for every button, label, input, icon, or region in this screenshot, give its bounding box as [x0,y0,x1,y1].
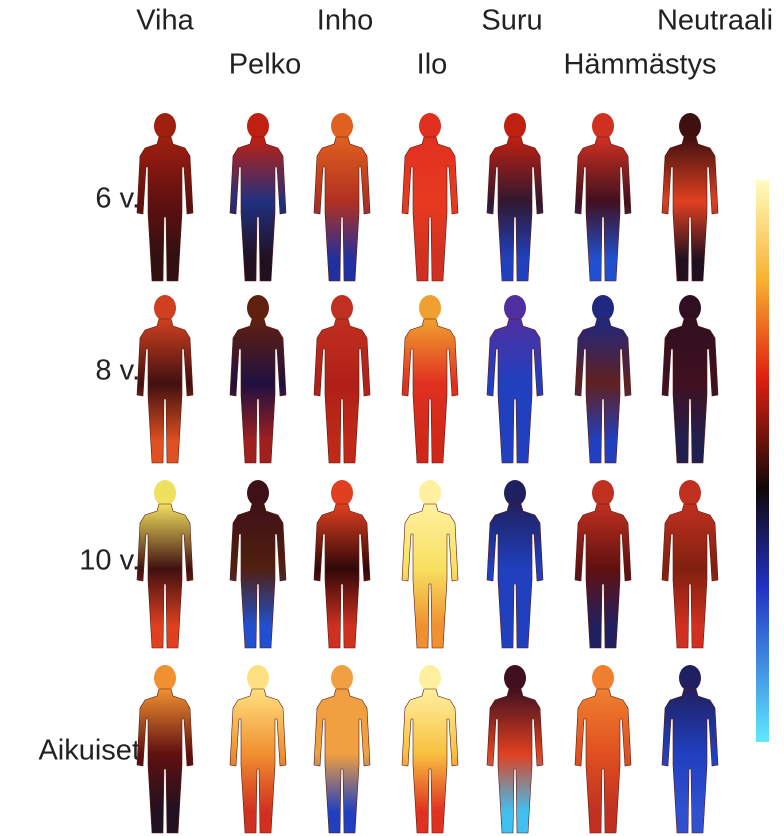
column-label: Viha [136,5,194,37]
body [229,318,287,464]
body-map [574,295,632,464]
body [229,688,287,834]
body-map [661,113,719,282]
head [504,480,526,506]
colorbar [756,180,769,742]
body-map [313,665,371,834]
body-map [401,665,459,834]
body [401,688,459,834]
body [401,503,459,649]
body [313,503,371,649]
body-map [574,480,632,649]
body-map [401,113,459,282]
body [574,318,632,464]
head [154,113,176,139]
body [661,503,719,649]
head [504,295,526,321]
head [154,665,176,691]
body-map [486,665,544,834]
head [331,480,353,506]
head [247,295,269,321]
head [331,113,353,139]
row-label: 8 v. [95,355,140,387]
body [136,688,194,834]
body-map [401,480,459,649]
body [313,136,371,282]
column-label: Ilo [417,49,448,81]
body [574,136,632,282]
body [486,503,544,649]
body-map [486,480,544,649]
body-map [574,665,632,834]
row-label: Aikuiset [38,735,140,767]
body-map [486,113,544,282]
body-map [574,113,632,282]
head [592,113,614,139]
row-label: 6 v. [95,183,140,215]
body-map [313,295,371,464]
head [247,480,269,506]
body [661,688,719,834]
head [154,295,176,321]
body-map [136,113,194,282]
head [419,665,441,691]
column-label: Pelko [229,49,302,81]
head [679,295,701,321]
column-label: Neutraali [657,5,773,37]
body-map [401,295,459,464]
head [247,665,269,691]
head [592,665,614,691]
body-map [313,480,371,649]
head [419,480,441,506]
body-map [229,113,287,282]
head [331,665,353,691]
body [486,688,544,834]
body [136,503,194,649]
column-label: Hämmästys [563,49,716,81]
column-label: Suru [481,5,542,37]
body-map [229,665,287,834]
head [504,113,526,139]
body [136,318,194,464]
head [419,113,441,139]
body [313,318,371,464]
head [419,295,441,321]
head [679,113,701,139]
body-map [661,295,719,464]
body [313,688,371,834]
body [574,688,632,834]
body-map [661,665,719,834]
head [592,295,614,321]
column-label: Inho [317,5,373,37]
head [154,480,176,506]
body [401,136,459,282]
head [679,480,701,506]
body [486,318,544,464]
body-map [661,480,719,649]
head [331,295,353,321]
body [401,318,459,464]
head [504,665,526,691]
body [229,136,287,282]
body-map [313,113,371,282]
body-map [229,480,287,649]
body-map [229,295,287,464]
body-map [136,665,194,834]
body [486,136,544,282]
body [661,318,719,464]
body-map [136,480,194,649]
body [661,136,719,282]
body-map [136,295,194,464]
row-label: 10 v. [79,545,140,577]
body [574,503,632,649]
head [592,480,614,506]
body [136,136,194,282]
body-map [486,295,544,464]
head [247,113,269,139]
head [679,665,701,691]
body [229,503,287,649]
